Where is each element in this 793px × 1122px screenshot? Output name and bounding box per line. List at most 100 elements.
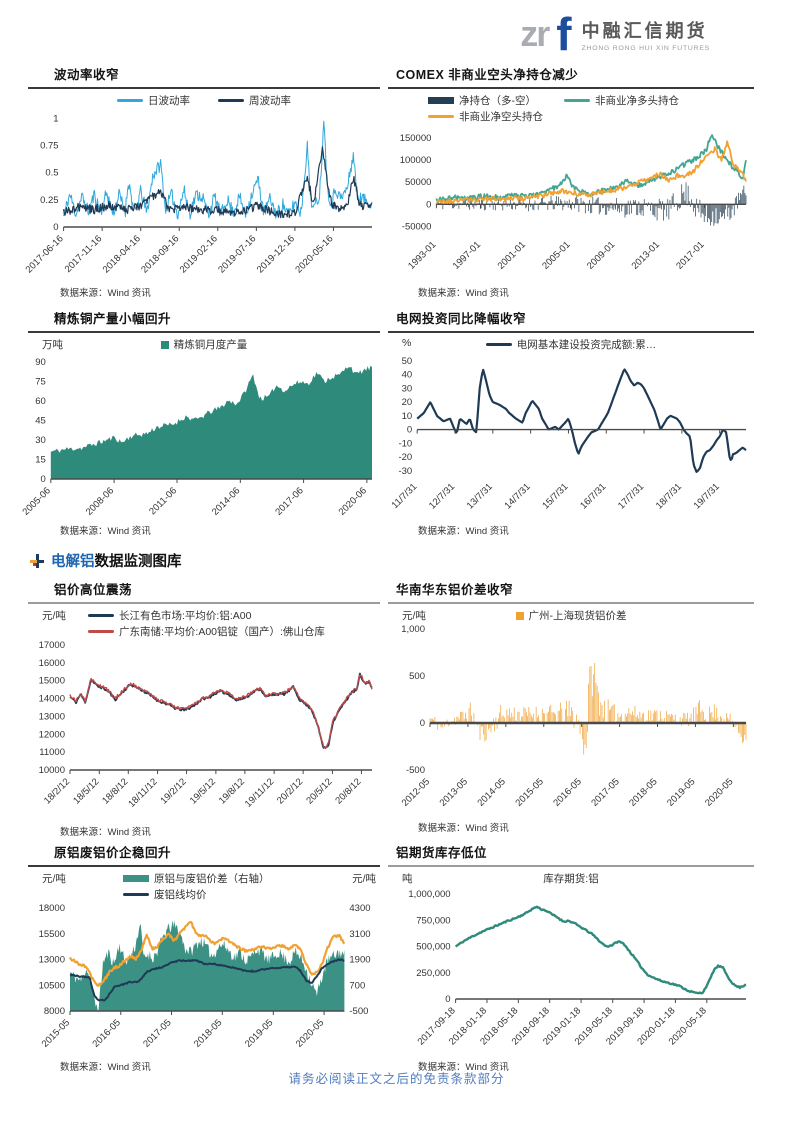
- y-axis-tick-label: 10: [402, 411, 413, 422]
- y-axis-tick-label: 40: [402, 370, 413, 381]
- x-axis-tick-label: 2012-05: [400, 776, 432, 808]
- x-axis-tick-label: 16/7/31: [578, 481, 608, 511]
- y-axis-tick-label: 16000: [39, 658, 65, 669]
- y-axis-tick-label: 500: [409, 671, 425, 682]
- chart-legend: 净持仓（多-空） 非商业净多头持仓非商业净空头持仓: [388, 91, 754, 124]
- x-axis-tick-label: 19/7/31: [692, 481, 722, 511]
- legend-label: 废铝线均价: [154, 889, 207, 901]
- chart-canvas: -50000 0 50000 100000 150000 1993-01 1997-01 20…: [400, 133, 747, 272]
- data-source-label: 数据来源：Wind 资讯: [418, 288, 509, 299]
- legend-label: 非商业净多头持仓: [595, 95, 679, 107]
- y-axis-tick-label: 1,000,000: [408, 889, 450, 900]
- chart-copper-output: 精炼铜月度产量 万吨 0 15 30 45 60 75 90 2005-06 2008-06 2011…: [20, 335, 380, 521]
- logo-mark-zr: zr: [520, 13, 550, 55]
- y-axis-tick-label: 30: [35, 435, 46, 446]
- y-axis-unit-left: 吨: [402, 873, 413, 885]
- x-axis-tick-label: 2016-05: [551, 776, 583, 808]
- x-axis-tick-label: 2019-12-16: [255, 233, 297, 275]
- y-axis-tick-label-right: 3100: [349, 929, 370, 940]
- legend-swatch-icon: [428, 97, 454, 104]
- y-axis-tick-label: 8000: [44, 1006, 65, 1017]
- x-axis-tick-label: 19/11/12: [243, 776, 276, 809]
- x-axis-tick-label: 1997-01: [451, 239, 483, 271]
- data-source-label: 数据来源：Wind 资讯: [60, 526, 151, 537]
- x-axis-tick-label: 2018-05: [627, 776, 659, 808]
- y-axis-tick-label: 15500: [39, 929, 65, 940]
- legend-item: 净持仓（多-空）: [428, 93, 536, 108]
- x-axis-tick-label: 2020-05: [294, 1017, 326, 1049]
- legend-item: 原铝与废铝价差（右轴）: [123, 871, 270, 886]
- legend-label: 净持仓（多-空）: [459, 95, 536, 107]
- legend-swatch-icon: [515, 611, 524, 620]
- chart-title: 波动率收窄: [54, 68, 120, 82]
- legend-item: 周波动率: [218, 93, 291, 108]
- x-axis-tick-label: 13/7/31: [465, 481, 495, 511]
- legend-item: 废铝线均价: [123, 887, 207, 902]
- chart-alu-spread: 广州-上海现货铝价差 元/吨 -500 0 500 1,000 2012-05 2013-05…: [388, 606, 754, 818]
- legend-label: 广州-上海现货铝价差: [528, 610, 627, 622]
- y-axis-tick-label-right: 4300: [349, 903, 370, 914]
- chart-legend: 精炼铜月度产量: [28, 335, 380, 352]
- legend-swatch-icon: [123, 893, 149, 896]
- chart-panel-alu-spread: 华南华东铝价差收窄 广州-上海现货铝价差 元/吨 -500 0 500 1,000 2012…: [388, 579, 754, 834]
- y-axis-unit-left: %: [402, 337, 412, 349]
- x-axis-tick-label: 15/7/31: [540, 481, 570, 511]
- y-axis-tick-label: 75: [35, 376, 46, 387]
- y-axis-tick-label: 12000: [39, 729, 65, 740]
- legend-swatch-icon: [88, 630, 114, 633]
- x-axis-tick-label: 2018-05: [192, 1017, 224, 1049]
- legend-label: 库存期货:铝: [543, 873, 599, 885]
- y-axis-tick-label: 13000: [39, 955, 65, 966]
- section-bullet-icon: [30, 553, 44, 568]
- y-axis-tick-label: 20: [402, 397, 413, 408]
- y-axis-unit-left: 万吨: [42, 339, 63, 351]
- x-axis-tick-label: 2011-06: [147, 485, 179, 517]
- x-axis-tick-label: 2013-01: [630, 239, 662, 271]
- chart-comex-positions: 净持仓（多-空） 非商业净多头持仓 非商业净空头持仓 -50000 0 50000 1000…: [388, 91, 754, 283]
- y-axis-tick-label: 0: [445, 994, 450, 1005]
- y-axis-tick-label: 1,000: [401, 624, 425, 635]
- y-axis-tick-label: 100000: [400, 155, 432, 166]
- legend-item: 长江有色市场:平均价:铝:A00: [88, 608, 251, 623]
- x-axis-tick-label: 18/7/31: [654, 481, 684, 511]
- chart-title: 精炼铜产量小幅回升: [54, 312, 172, 326]
- chart-panel-copper-output: 精炼铜产量小幅回升 精炼铜月度产量 万吨 0 15 30 45 60 75 90 2005-06 2…: [20, 308, 380, 537]
- y-axis-tick-label-right: 700: [349, 980, 365, 991]
- x-axis-tick-label: 2018-04-16: [101, 233, 143, 275]
- data-source-label: 数据来源：Wind 资讯: [418, 823, 509, 834]
- title-rule: [388, 331, 754, 333]
- y-axis-tick-label: 90: [35, 357, 46, 368]
- y-axis-tick-label: 50000: [405, 177, 431, 188]
- x-axis-tick-label: 20/5/12: [304, 776, 334, 806]
- legend-label: 周波动率: [249, 95, 291, 107]
- data-source-label: 数据来源：Wind 资讯: [418, 1062, 509, 1073]
- x-axis-tick-label: 2019-07-16: [216, 233, 258, 275]
- y-axis-tick-label: 0: [41, 474, 46, 485]
- chart-panel-primary-scrap: 原铝废铝价企稳回升 原铝与废铝价差（右轴） 废铝线均价 元/吨 元/吨 8000 1050…: [28, 842, 380, 1073]
- chart-panel-alu-price: 铝价高位震荡 长江有色市场:平均价:铝:A00 广东南储:平均价:A00铝锭（国产…: [28, 579, 380, 838]
- chart-canvas: 8000 10500 13000 15500 18000 -500 700 1900 3100 4…: [39, 903, 371, 1050]
- legend-item: 电网基本建设投资完成额:累…: [485, 337, 656, 352]
- x-axis-tick-label: 2020-06: [337, 485, 369, 517]
- x-axis-tick-label: 2008-06: [84, 485, 116, 517]
- x-axis-tick-label: 2014-06: [210, 485, 242, 517]
- x-axis-tick-label: 2014-05: [475, 776, 507, 808]
- legend-swatch-icon: [88, 614, 114, 617]
- x-axis-tick-label: 2013-05: [438, 776, 470, 808]
- chart-title: 华南华东铝价差收窄: [396, 583, 514, 597]
- chart-canvas: 10000 11000 12000 13000 14000 15000 16000 17000…: [39, 640, 373, 810]
- y-axis-tick-label: 15000: [39, 676, 65, 687]
- x-axis-tick-label: 12/7/31: [427, 481, 457, 511]
- legend-item: 广州-上海现货铝价差: [515, 608, 627, 623]
- x-axis-tick-label: 2017-11-16: [63, 233, 105, 275]
- legend-item: 日波动率: [117, 93, 190, 108]
- legend-label: 广东南储:平均价:A00铝锭（国产）:佛山仓库: [119, 626, 325, 638]
- y-axis-tick-label: -500: [406, 765, 425, 776]
- y-axis-tick-label: 50: [402, 356, 413, 367]
- y-axis-tick-label: 45: [35, 415, 46, 426]
- y-axis-unit-right: 元/吨: [352, 873, 376, 885]
- legend-item: 非商业净空头持仓: [428, 109, 543, 124]
- legend-swatch-icon: [485, 343, 512, 346]
- y-axis-tick-label: 0: [407, 425, 412, 436]
- y-axis-tick-label: 250,000: [416, 968, 450, 979]
